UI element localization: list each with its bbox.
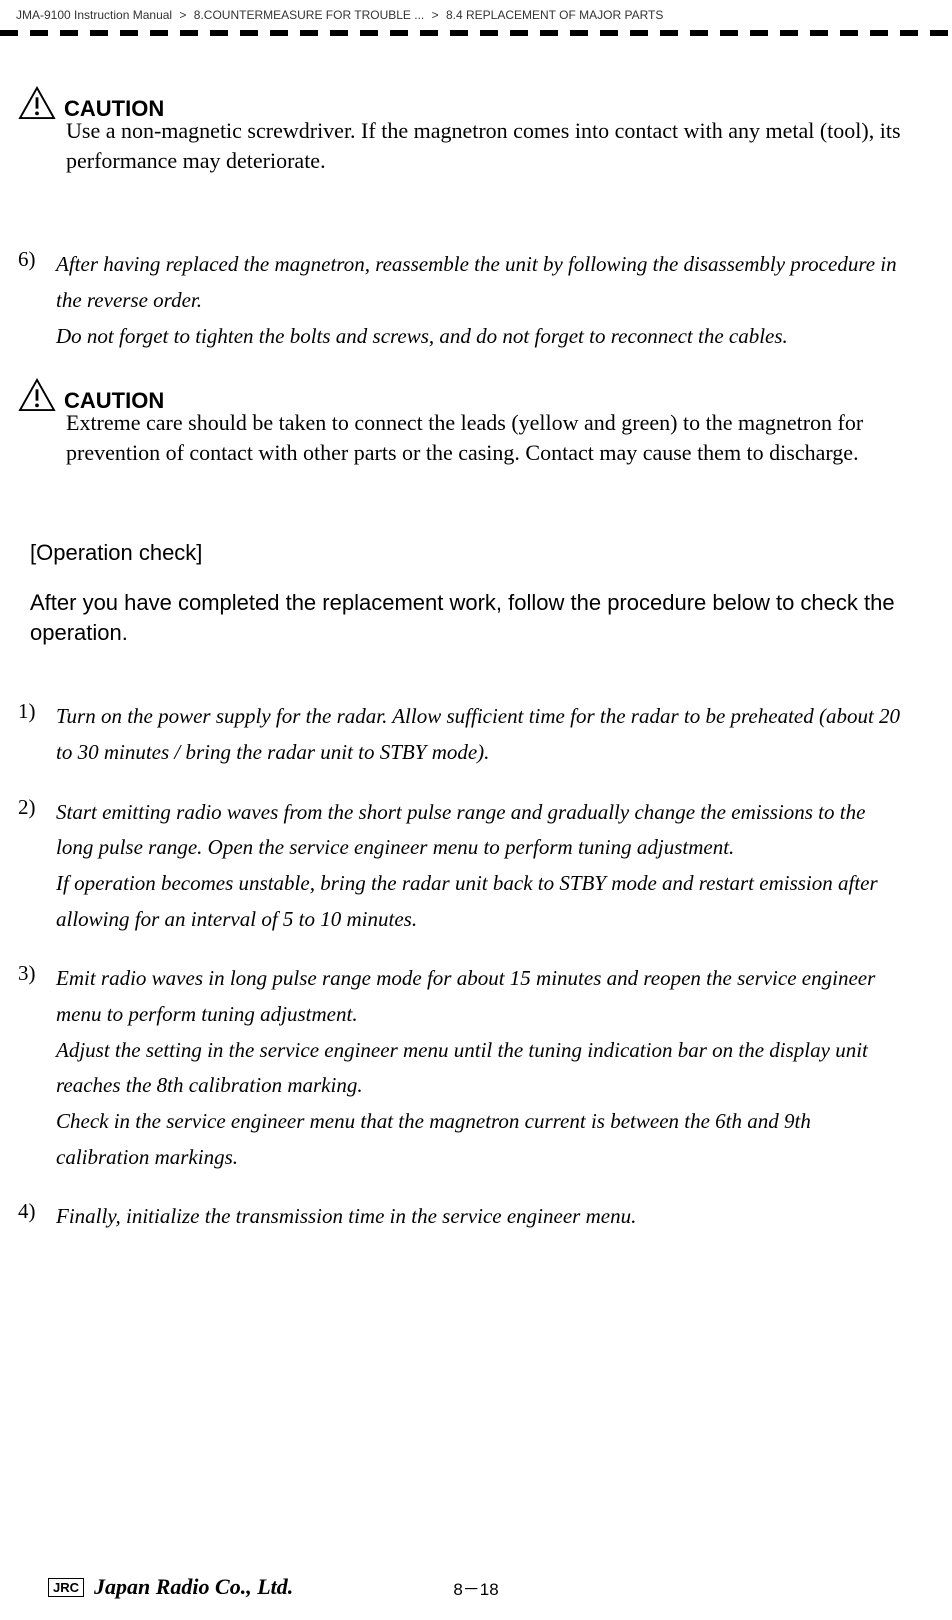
- page-content: CAUTION Use a non-magnetic screwdriver. …: [0, 36, 952, 1235]
- step-line: Emit radio waves in long pulse range mod…: [56, 961, 904, 1032]
- jrc-logo: JRC: [48, 1578, 84, 1597]
- company-name: Japan Radio Co., Ltd.: [94, 1574, 293, 1600]
- step-line: Adjust the setting in the service engine…: [56, 1033, 904, 1104]
- breadcrumb-sep: >: [432, 8, 439, 22]
- step-line: Check in the service engineer menu that …: [56, 1104, 904, 1175]
- step-text: Start emitting radio waves from the shor…: [56, 795, 904, 938]
- step-number: 2): [18, 795, 56, 938]
- caution-text: Extreme care should be taken to connect …: [66, 408, 904, 467]
- caution-text: Use a non-magnetic screwdriver. If the m…: [66, 116, 904, 175]
- step-number: 1): [18, 699, 56, 770]
- breadcrumb-part1: JMA-9100 Instruction Manual: [16, 8, 172, 22]
- caution-block-2: CAUTION Extreme care should be taken to …: [48, 378, 904, 467]
- step-number: 4): [18, 1199, 56, 1235]
- caution-header: CAUTION: [18, 86, 904, 120]
- step-line: After having replaced the magnetron, rea…: [56, 247, 904, 318]
- step-text: Finally, initialize the transmission tim…: [56, 1199, 904, 1235]
- step-3: 3) Emit radio waves in long pulse range …: [48, 961, 904, 1175]
- step-line: Start emitting radio waves from the shor…: [56, 795, 904, 866]
- breadcrumb: JMA-9100 Instruction Manual > 8.COUNTERM…: [0, 0, 952, 26]
- breadcrumb-sep: >: [179, 8, 186, 22]
- step-1: 1) Turn on the power supply for the rada…: [48, 699, 904, 770]
- step-6: 6) After having replaced the magnetron, …: [48, 247, 904, 354]
- breadcrumb-part2: 8.COUNTERMEASURE FOR TROUBLE ...: [194, 8, 424, 22]
- step-number: 3): [18, 961, 56, 1175]
- step-number: 6): [18, 247, 56, 354]
- step-text: Emit radio waves in long pulse range mod…: [56, 961, 904, 1175]
- step-text: After having replaced the magnetron, rea…: [56, 247, 904, 354]
- page-number: 8－18: [453, 1575, 498, 1600]
- warning-triangle-icon: [18, 378, 56, 412]
- step-line: If operation becomes unstable, bring the…: [56, 866, 904, 937]
- page-footer: JRC Japan Radio Co., Ltd. 8－18: [0, 1574, 952, 1600]
- caution-block-1: CAUTION Use a non-magnetic screwdriver. …: [48, 86, 904, 175]
- step-2: 2) Start emitting radio waves from the s…: [48, 795, 904, 938]
- step-line: Do not forget to tighten the bolts and s…: [56, 319, 904, 355]
- breadcrumb-part3: 8.4 REPLACEMENT OF MAJOR PARTS: [446, 8, 663, 22]
- caution-header: CAUTION: [18, 378, 904, 412]
- step-text: Turn on the power supply for the radar. …: [56, 699, 904, 770]
- warning-triangle-icon: [18, 86, 56, 120]
- operation-check-title: [Operation check]: [30, 540, 904, 566]
- step-4: 4) Finally, initialize the transmission …: [48, 1199, 904, 1235]
- operation-check-intro: After you have completed the replacement…: [30, 588, 904, 647]
